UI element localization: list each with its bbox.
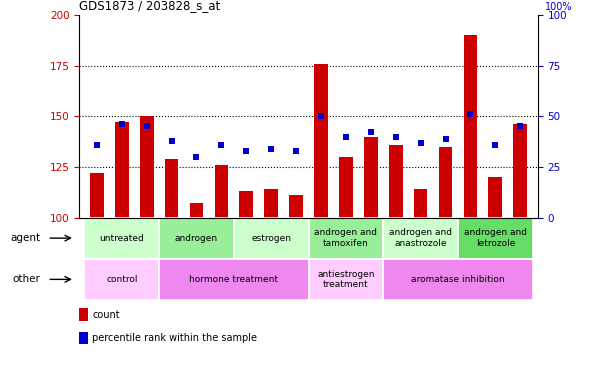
Bar xyxy=(234,217,309,259)
Text: 100%: 100% xyxy=(544,2,572,12)
Bar xyxy=(90,173,104,217)
Text: androgen: androgen xyxy=(175,234,218,243)
Bar xyxy=(383,259,533,300)
Bar xyxy=(79,332,88,344)
Bar xyxy=(84,259,159,300)
Bar xyxy=(414,189,428,217)
Bar xyxy=(289,195,303,217)
Bar xyxy=(159,259,309,300)
Point xyxy=(316,113,326,119)
Bar xyxy=(339,157,353,218)
Bar xyxy=(165,159,178,218)
Point xyxy=(192,154,202,160)
Text: control: control xyxy=(106,275,137,284)
Bar xyxy=(309,259,383,300)
Point xyxy=(441,135,450,141)
Text: androgen and
anastrozole: androgen and anastrozole xyxy=(389,228,452,248)
Point xyxy=(391,134,401,140)
Bar xyxy=(159,217,234,259)
Point xyxy=(491,142,500,148)
Point xyxy=(142,123,152,129)
Bar xyxy=(383,217,458,259)
Bar xyxy=(364,136,378,218)
Point xyxy=(366,129,376,135)
Text: hormone treatment: hormone treatment xyxy=(189,275,279,284)
Bar xyxy=(140,116,153,218)
Text: percentile rank within the sample: percentile rank within the sample xyxy=(92,333,257,343)
Point xyxy=(341,134,351,140)
Bar xyxy=(458,217,533,259)
Text: GDS1873 / 203828_s_at: GDS1873 / 203828_s_at xyxy=(79,0,221,12)
Bar xyxy=(513,124,527,217)
Text: antiestrogen
treatment: antiestrogen treatment xyxy=(317,270,375,289)
Point xyxy=(241,148,251,154)
Point xyxy=(291,148,301,154)
Bar xyxy=(79,308,88,321)
Bar xyxy=(240,191,253,217)
Point xyxy=(92,142,102,148)
Text: androgen and
tamoxifen: androgen and tamoxifen xyxy=(315,228,378,248)
Point xyxy=(266,146,276,152)
Bar xyxy=(189,203,203,217)
Text: untreated: untreated xyxy=(100,234,144,243)
Text: aromatase inhibition: aromatase inhibition xyxy=(411,275,505,284)
Bar xyxy=(115,122,129,218)
Bar xyxy=(439,147,452,218)
Bar xyxy=(214,165,229,218)
Bar xyxy=(389,145,403,218)
Bar xyxy=(488,177,502,218)
Text: androgen and
letrozole: androgen and letrozole xyxy=(464,228,527,248)
Bar xyxy=(314,64,328,217)
Text: agent: agent xyxy=(10,233,40,243)
Point xyxy=(216,142,226,148)
Bar xyxy=(84,217,159,259)
Point xyxy=(117,122,126,128)
Point xyxy=(415,140,425,146)
Point xyxy=(515,123,525,129)
Point xyxy=(466,111,475,117)
Text: count: count xyxy=(92,309,120,320)
Bar xyxy=(309,217,383,259)
Point xyxy=(167,138,177,144)
Bar xyxy=(464,35,477,218)
Bar xyxy=(265,189,278,217)
Text: estrogen: estrogen xyxy=(251,234,291,243)
Text: other: other xyxy=(13,274,40,284)
